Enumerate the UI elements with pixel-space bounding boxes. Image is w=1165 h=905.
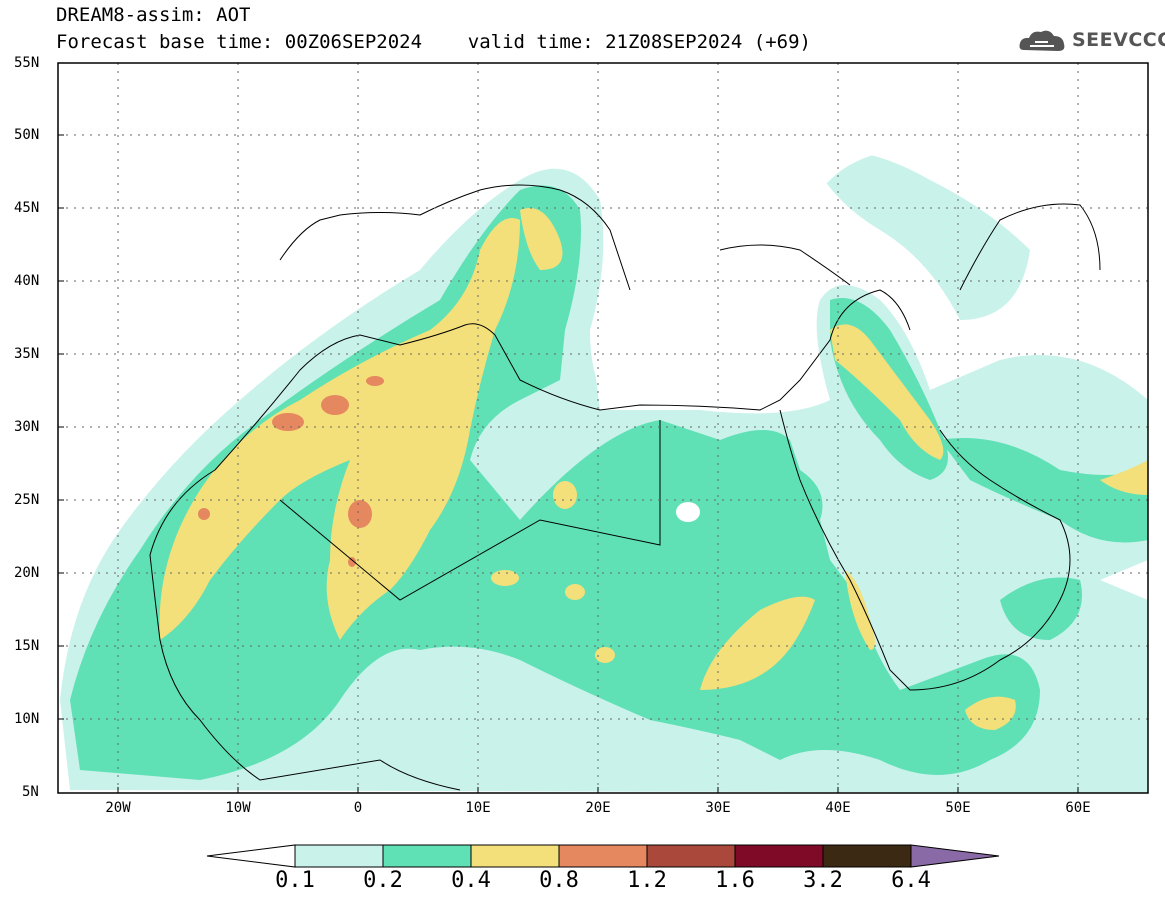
lat-label-45n: 45N bbox=[14, 200, 40, 216]
lat-label-40n: 40N bbox=[14, 273, 40, 289]
aot-band-0-8 bbox=[198, 376, 384, 567]
logo-text: SEEVCCC bbox=[1072, 29, 1165, 51]
lat-label-30n: 30N bbox=[14, 419, 40, 435]
lon-label-50e: 50E bbox=[945, 800, 971, 816]
aot-low-pockets bbox=[590, 63, 1148, 522]
colorbar-label-1-6: 1.6 bbox=[715, 868, 755, 893]
lat-label-35n: 35N bbox=[14, 346, 40, 362]
aot-fields bbox=[58, 63, 1148, 793]
graticule bbox=[58, 63, 1148, 793]
axis-ticks bbox=[58, 62, 1079, 794]
lon-label-0: 0 bbox=[353, 800, 363, 816]
lat-label-50n: 50N bbox=[14, 127, 40, 143]
lat-label-10n: 10N bbox=[14, 711, 40, 727]
aot-band-0-4 bbox=[159, 208, 1148, 730]
forecast-time-line: Forecast base time: 00Z06SEP2024 valid t… bbox=[56, 31, 811, 53]
lat-label-5n: 5N bbox=[22, 784, 39, 800]
seevccc-cloud-logo bbox=[1019, 30, 1065, 51]
colorbar-label-1-2: 1.2 bbox=[627, 868, 667, 893]
lat-label-55n: 55N bbox=[14, 55, 40, 71]
colorbar-label-6-4: 6.4 bbox=[891, 868, 931, 893]
chart-title: DREAM8-assim: AOT bbox=[56, 4, 251, 26]
lon-label-10w: 10W bbox=[225, 800, 251, 816]
coastlines bbox=[149, 184, 1101, 791]
lon-label-10e: 10E bbox=[465, 800, 491, 816]
lon-label-20w: 20W bbox=[105, 800, 131, 816]
lon-label-20e: 20E bbox=[585, 800, 611, 816]
colorbar-label-0-1: 0.1 bbox=[275, 868, 315, 893]
lat-label-20n: 20N bbox=[14, 565, 40, 581]
map-frame bbox=[57, 62, 1149, 794]
lat-label-15n: 15N bbox=[14, 638, 40, 654]
colorbar-label-0-8: 0.8 bbox=[539, 868, 579, 893]
lat-label-25n: 25N bbox=[14, 492, 40, 508]
colorbar-label-0-4: 0.4 bbox=[451, 868, 491, 893]
lon-label-30e: 30E bbox=[705, 800, 731, 816]
colorbar-label-0-2: 0.2 bbox=[363, 868, 403, 893]
colorbar-label-3-2: 3.2 bbox=[803, 868, 843, 893]
lon-label-40e: 40E bbox=[825, 800, 851, 816]
lon-label-60e: 60E bbox=[1065, 800, 1091, 816]
